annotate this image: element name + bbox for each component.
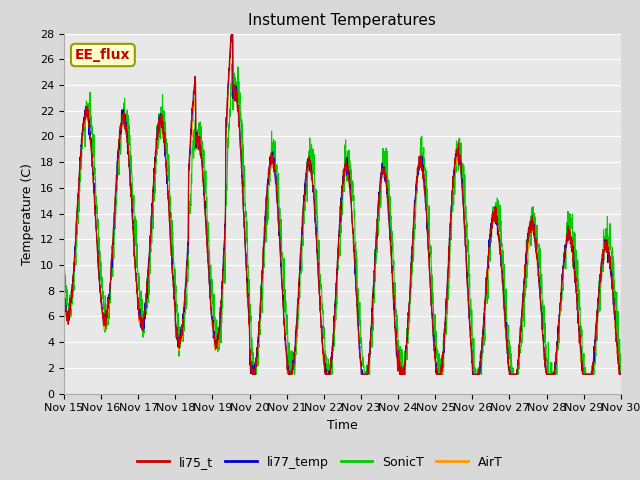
AirT xyxy=(249,372,257,377)
Line: SonicT: SonicT xyxy=(64,64,621,374)
AirT xyxy=(216,331,223,336)
SonicT xyxy=(250,372,257,377)
Line: AirT: AirT xyxy=(64,36,621,374)
SonicT xyxy=(505,322,513,328)
li77_temp xyxy=(60,293,68,299)
li75_t xyxy=(617,372,625,377)
SonicT xyxy=(617,368,625,373)
AirT xyxy=(60,300,68,306)
SonicT xyxy=(228,61,236,67)
li75_t xyxy=(584,372,591,377)
li77_temp xyxy=(371,251,379,256)
X-axis label: Time: Time xyxy=(327,419,358,432)
li77_temp xyxy=(228,31,236,36)
AirT xyxy=(228,33,236,38)
li77_temp xyxy=(617,372,625,377)
li77_temp xyxy=(359,372,367,377)
SonicT xyxy=(216,325,223,331)
li75_t xyxy=(228,31,236,36)
li77_temp xyxy=(505,367,513,373)
AirT xyxy=(371,257,379,263)
Line: li77_temp: li77_temp xyxy=(64,34,621,374)
AirT xyxy=(617,372,625,377)
li75_t xyxy=(505,362,513,368)
li77_temp xyxy=(249,372,257,377)
AirT xyxy=(359,372,367,377)
Legend: li75_t, li77_temp, SonicT, AirT: li75_t, li77_temp, SonicT, AirT xyxy=(132,451,508,474)
AirT xyxy=(584,372,591,377)
SonicT xyxy=(584,372,591,377)
li75_t xyxy=(60,295,68,300)
Text: EE_flux: EE_flux xyxy=(75,48,131,62)
Y-axis label: Temperature (C): Temperature (C) xyxy=(22,163,35,264)
Line: li75_t: li75_t xyxy=(64,34,621,374)
Title: Instument Temperatures: Instument Temperatures xyxy=(248,13,436,28)
SonicT xyxy=(60,257,68,263)
AirT xyxy=(505,368,513,373)
li77_temp xyxy=(568,249,576,255)
SonicT xyxy=(371,246,379,252)
li75_t xyxy=(248,372,256,377)
li77_temp xyxy=(584,372,591,377)
li75_t xyxy=(359,372,367,377)
li75_t xyxy=(568,237,576,243)
li75_t xyxy=(216,328,223,334)
li75_t xyxy=(371,257,379,263)
AirT xyxy=(568,246,576,252)
li77_temp xyxy=(216,325,223,331)
SonicT xyxy=(359,354,367,360)
SonicT xyxy=(568,221,576,227)
